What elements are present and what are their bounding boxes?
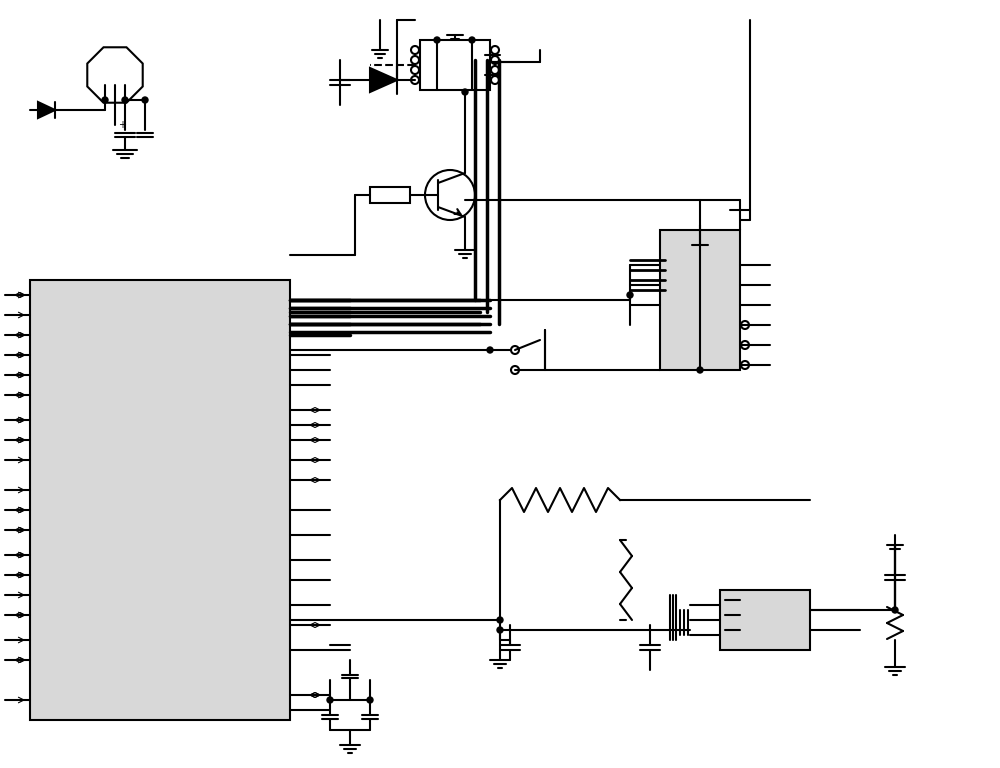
Bar [30, 280, 290, 720]
Circle shape [102, 97, 108, 103]
Bar [420, 40, 490, 90]
Polygon shape [38, 102, 55, 118]
Bar [660, 230, 740, 370]
Circle shape [367, 697, 373, 703]
Circle shape [122, 97, 128, 103]
Circle shape [462, 89, 468, 95]
Circle shape [497, 617, 503, 623]
Circle shape [697, 367, 703, 373]
Circle shape [469, 37, 475, 43]
Polygon shape [370, 68, 397, 92]
Text: +: + [118, 120, 126, 130]
Circle shape [627, 292, 633, 298]
Bar [720, 590, 810, 650]
Circle shape [327, 697, 333, 703]
Circle shape [142, 97, 148, 103]
Circle shape [487, 347, 493, 353]
Bar [370, 187, 410, 203]
Circle shape [497, 627, 503, 633]
Circle shape [892, 607, 898, 613]
Circle shape [434, 37, 440, 43]
